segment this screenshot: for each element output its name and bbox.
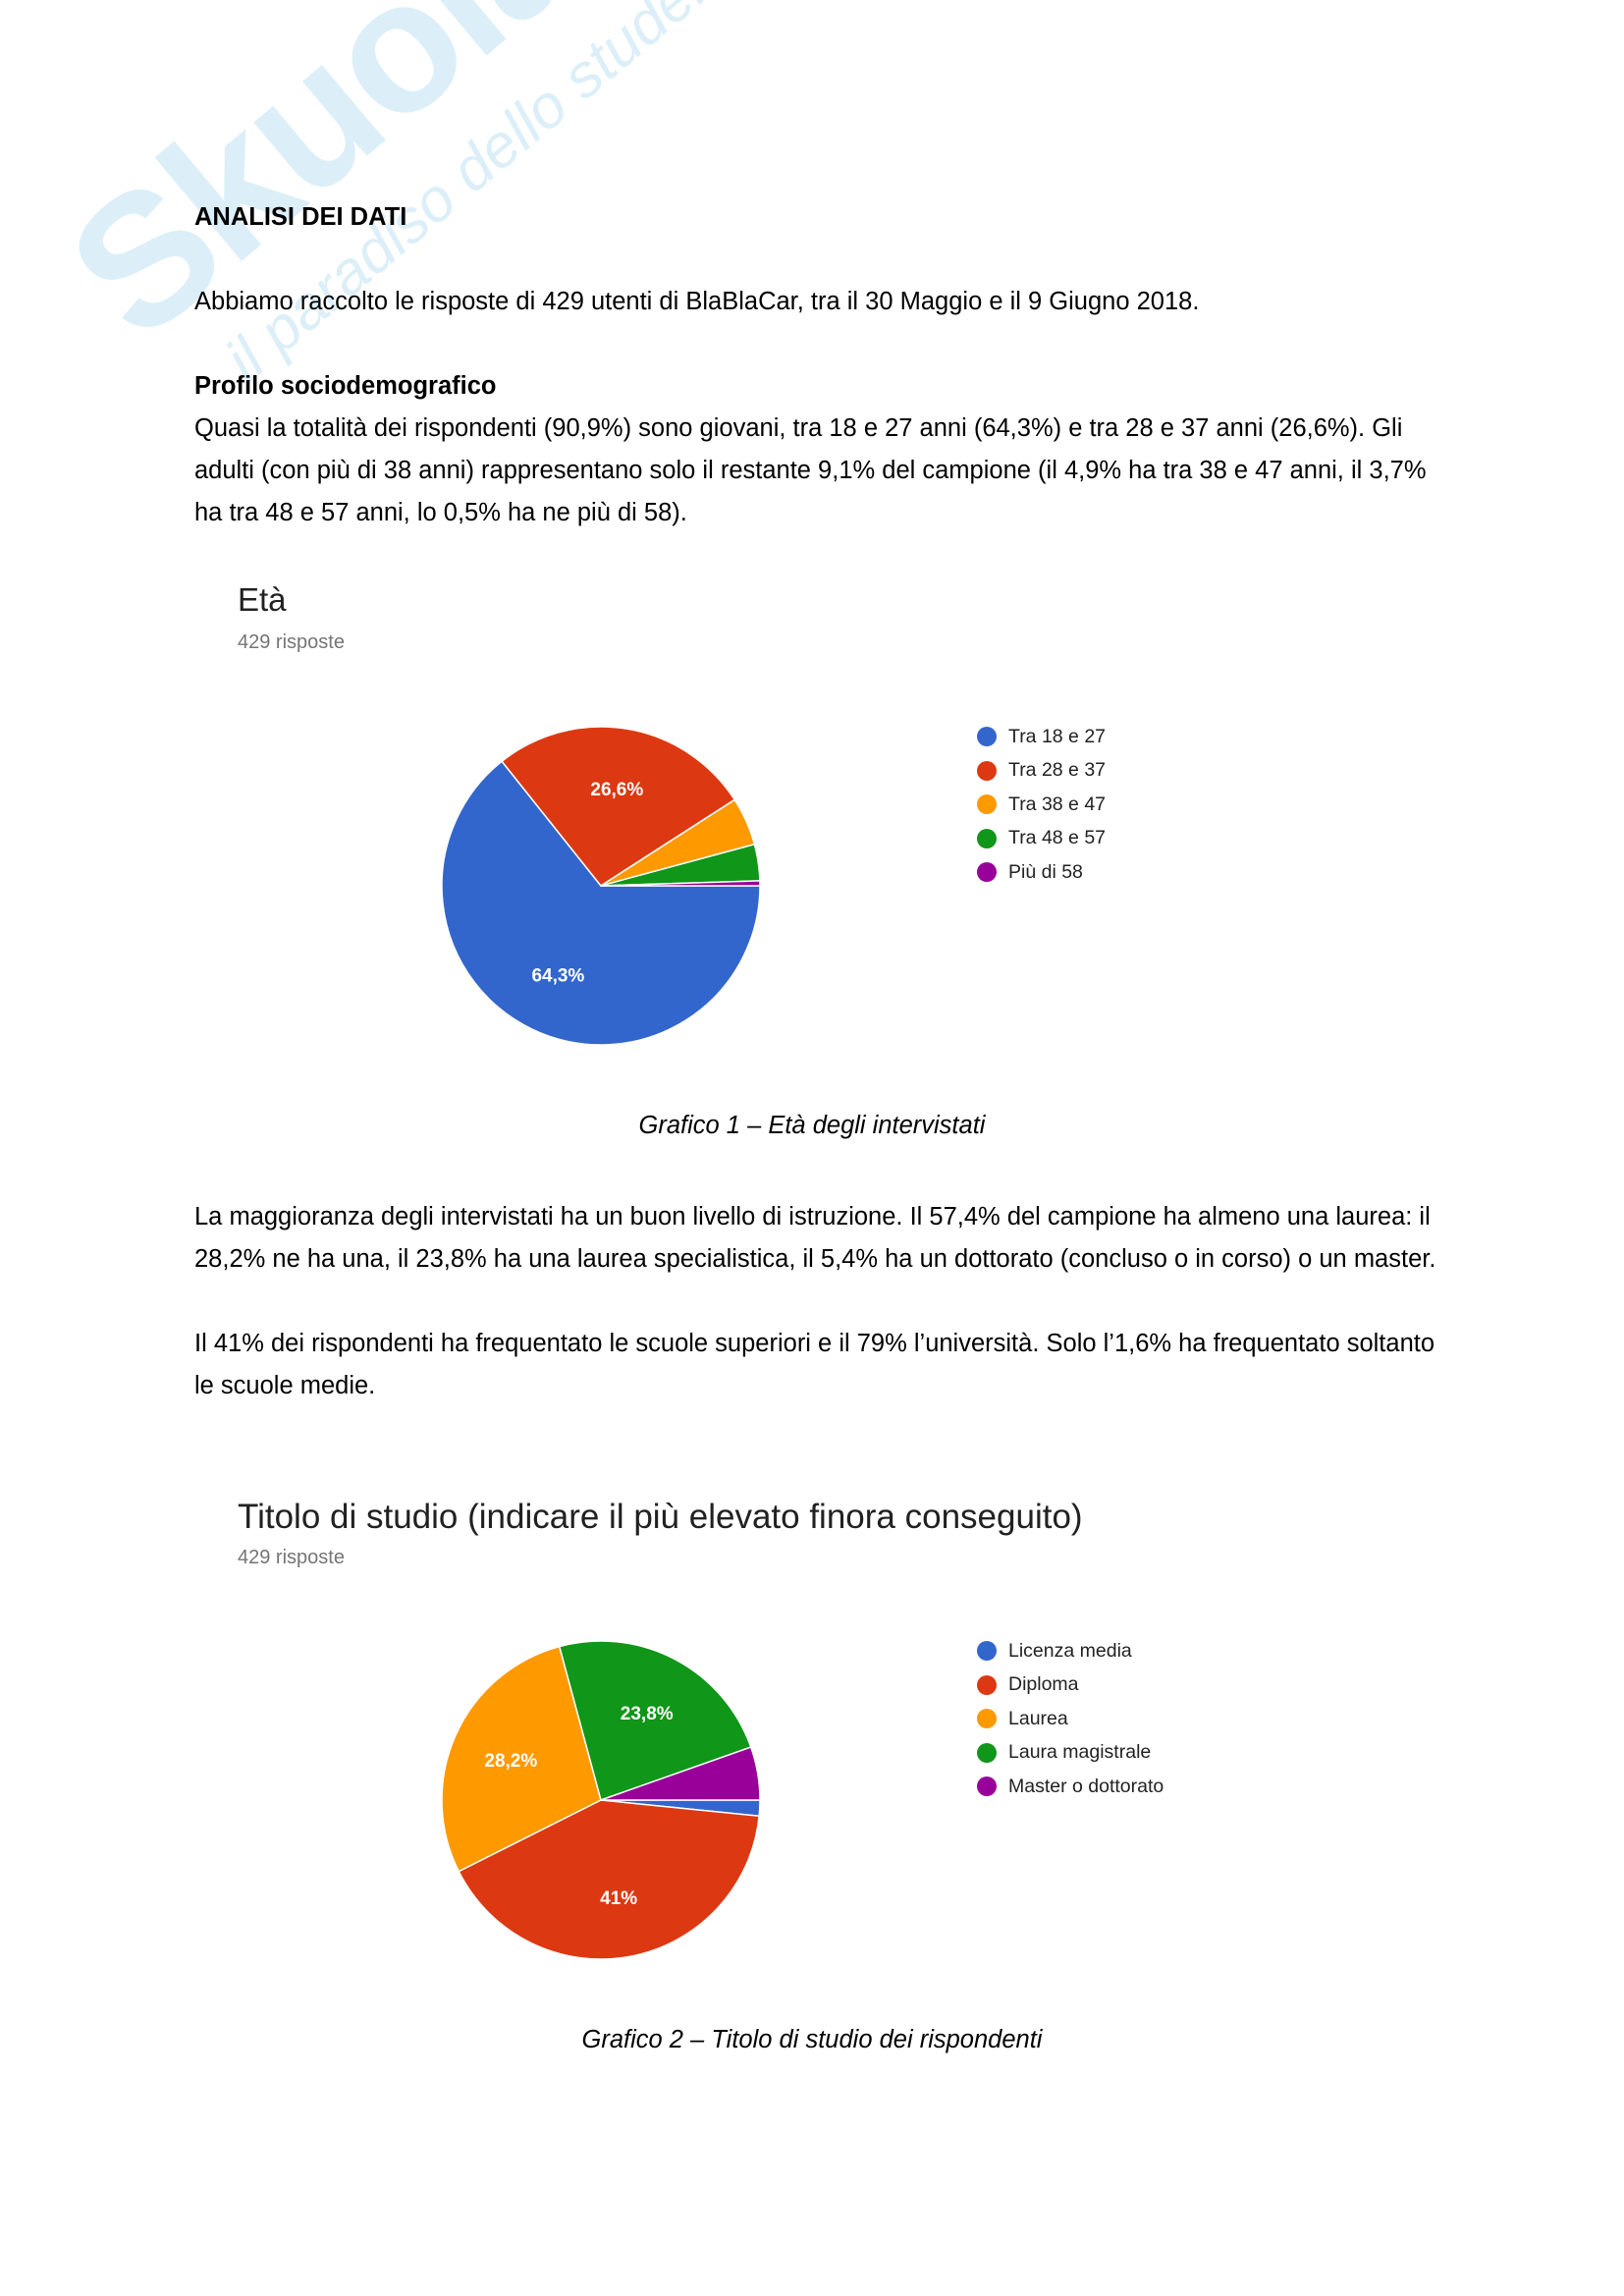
- chart2-title: Titolo di studio (indicare il più elevat…: [238, 1498, 1083, 1536]
- pie-slice-1: [441, 760, 761, 1046]
- pie-slice-5: [600, 1746, 761, 1801]
- subsection-title: Profilo sociodemografico: [194, 372, 497, 400]
- legend-label: Tra 38 e 47: [1008, 793, 1107, 815]
- chart1-subtitle: 429 risposte: [238, 631, 345, 653]
- legend-swatch-icon: [977, 760, 997, 781]
- pie-slice-5: [600, 880, 761, 887]
- intro-paragraph: Abbiamo raccolto le risposte di 429 uten…: [194, 288, 1200, 315]
- legend-item: Tra 38 e 47: [977, 790, 1106, 819]
- legend-label: Laura magistrale: [1008, 1741, 1152, 1763]
- legend-swatch-icon: [977, 727, 997, 746]
- legend-swatch-icon: [977, 828, 997, 848]
- pie-slice-2: [458, 1799, 761, 1960]
- pie-data-label: 64,3%: [531, 965, 584, 986]
- legend-item: Tra 28 e 37: [977, 756, 1106, 786]
- legend-item: Più di 58: [977, 857, 1083, 887]
- pie-slice-3: [441, 1645, 602, 1873]
- profile-paragraph: Quasi la totalità dei rispondenti (90,9%…: [194, 414, 1427, 526]
- pie-data-label: 26,6%: [590, 780, 643, 800]
- education-paragraph-2: Il 41% dei rispondenti ha frequentato le…: [194, 1330, 1435, 1399]
- legend-item: Laura magistrale: [977, 1738, 1151, 1768]
- legend-item: Tra 48 e 57: [977, 824, 1106, 853]
- legend-swatch-icon: [977, 1742, 997, 1763]
- pie-data-label: 23,8%: [621, 1704, 674, 1724]
- legend-swatch-icon: [977, 862, 997, 882]
- education-paragraph: La maggioranza degli intervistati ha un …: [194, 1203, 1436, 1273]
- section-heading: ANALISI DEI DATI: [194, 203, 407, 231]
- pie-slice-2: [501, 726, 736, 887]
- legend-swatch-icon: [977, 794, 997, 814]
- pie-slice-4: [558, 1640, 752, 1801]
- legend-label: Master o dottorato: [1008, 1775, 1164, 1797]
- legend-item: Tra 18 e 27: [977, 722, 1106, 751]
- legend-swatch-icon: [977, 1709, 997, 1728]
- education-pie-chart: 41% 28,2% 23,8%: [441, 1640, 761, 1960]
- legend-label: Tra 28 e 37: [1008, 759, 1107, 781]
- age-pie-chart: 64,3% 26,6%: [441, 726, 761, 1046]
- legend-label: Tra 48 e 57: [1008, 827, 1107, 848]
- legend-label: Tra 18 e 27: [1008, 725, 1107, 747]
- legend-item: Licenza media: [977, 1636, 1132, 1666]
- pie-data-label: 41%: [600, 1888, 637, 1909]
- legend-item: Master o dottorato: [977, 1772, 1164, 1801]
- chart1-title: Età: [238, 581, 287, 618]
- legend-item: Laurea: [977, 1704, 1068, 1733]
- legend-label: Diploma: [1008, 1673, 1079, 1695]
- chart1-caption: Grafico 1 – Età degli intervistati: [638, 1112, 986, 1139]
- legend-label: Più di 58: [1008, 860, 1083, 883]
- legend-swatch-icon: [977, 1674, 997, 1695]
- legend-label: Laurea: [1008, 1707, 1068, 1729]
- chart2-subtitle: 429 risposte: [238, 1547, 345, 1568]
- legend-item: Diploma: [977, 1670, 1079, 1700]
- legend-swatch-icon: [977, 1777, 997, 1796]
- legend-swatch-icon: [977, 1641, 997, 1661]
- pie-data-label: 28,2%: [484, 1751, 537, 1772]
- chart2-caption: Grafico 2 – Titolo di studio dei rispond…: [581, 2026, 1043, 2053]
- legend-label: Licenza media: [1008, 1639, 1132, 1662]
